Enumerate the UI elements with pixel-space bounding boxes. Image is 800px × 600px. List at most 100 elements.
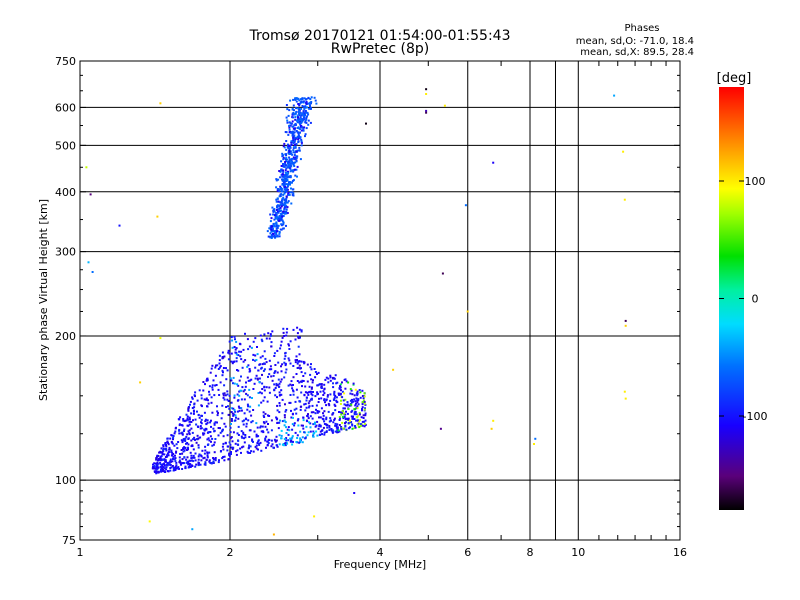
echo-point — [294, 98, 297, 101]
echo-point — [280, 212, 282, 215]
echo-point — [190, 421, 193, 423]
echo-point — [334, 395, 337, 397]
echo-point — [218, 459, 220, 462]
echo-point — [214, 366, 217, 369]
echo-point — [270, 341, 273, 344]
echo-point — [213, 441, 216, 444]
echo-point — [249, 369, 252, 372]
echo-point — [309, 422, 312, 425]
x-tick-label: 1 — [77, 546, 84, 559]
echo-point — [212, 379, 215, 382]
echo-point — [295, 407, 298, 410]
y-tick-label: 600 — [55, 101, 76, 114]
echo-point — [296, 114, 299, 117]
echo-point — [190, 457, 193, 460]
echo-point — [358, 420, 360, 423]
echo-point — [302, 100, 305, 103]
echo-point — [283, 178, 286, 181]
echo-point — [308, 421, 310, 424]
echo-point — [306, 434, 309, 437]
echo-point — [328, 404, 331, 407]
echo-point — [173, 468, 176, 471]
echo-point — [347, 381, 350, 384]
echo-point — [425, 111, 428, 114]
echo-point — [205, 379, 208, 382]
echo-point — [331, 431, 334, 434]
echo-point — [277, 224, 279, 227]
echo-point — [284, 162, 287, 165]
echo-point — [186, 442, 189, 444]
echo-point — [295, 143, 298, 146]
echo-point — [312, 435, 314, 438]
echo-point — [314, 425, 317, 428]
echo-point — [235, 450, 238, 453]
echo-point — [292, 376, 295, 379]
echo-point — [252, 358, 254, 361]
echo-point — [289, 122, 292, 125]
echo-point — [354, 388, 357, 391]
echo-point — [274, 364, 277, 366]
echo-point — [294, 118, 297, 121]
echo-point — [291, 120, 294, 123]
echo-point — [286, 172, 289, 174]
echo-point — [246, 365, 249, 368]
echo-point — [299, 380, 302, 383]
echo-point — [285, 211, 288, 213]
echo-point — [296, 434, 299, 437]
echo-point — [207, 402, 210, 405]
echo-point — [242, 348, 245, 351]
echo-point — [183, 456, 186, 459]
echo-point — [250, 421, 253, 424]
echo-point — [283, 416, 286, 419]
echo-point — [332, 382, 334, 385]
echo-point — [190, 439, 193, 442]
echo-point — [264, 412, 267, 415]
echo-point — [329, 393, 332, 396]
echo-point — [300, 141, 303, 144]
echo-point — [327, 381, 330, 384]
echo-point — [301, 441, 304, 444]
echo-point — [352, 400, 355, 403]
echo-point — [324, 401, 326, 404]
echo-point — [238, 350, 241, 353]
echo-point — [351, 398, 353, 401]
echo-point — [304, 121, 307, 124]
echo-point — [291, 134, 294, 136]
echo-point — [259, 334, 262, 337]
echo-point — [304, 133, 307, 136]
echo-point — [196, 399, 199, 402]
echo-point — [298, 381, 301, 384]
echo-point — [287, 439, 290, 442]
echo-point — [188, 464, 191, 467]
echo-point — [336, 426, 339, 429]
echo-point — [289, 146, 292, 149]
echo-point — [307, 413, 309, 416]
echo-point — [160, 469, 163, 472]
echo-point — [308, 107, 311, 110]
echo-point — [225, 378, 228, 381]
echo-point — [364, 419, 367, 422]
echo-point — [222, 394, 225, 397]
echo-point — [247, 419, 250, 422]
echo-point — [281, 175, 284, 178]
echo-point — [234, 414, 237, 417]
echo-point — [273, 210, 276, 213]
echo-point — [192, 448, 195, 451]
echo-point — [287, 183, 290, 186]
echo-point — [347, 408, 350, 410]
echo-point — [204, 418, 207, 421]
echo-point — [236, 369, 238, 371]
echo-point — [329, 376, 332, 379]
echo-point — [187, 407, 190, 410]
echo-point — [363, 395, 366, 398]
echo-point — [273, 218, 276, 221]
echo-point — [282, 178, 284, 181]
echo-point — [282, 169, 284, 172]
echo-point — [285, 201, 288, 204]
echo-point — [225, 406, 228, 408]
echo-point — [240, 350, 243, 353]
echo-point — [327, 377, 330, 380]
echo-point — [230, 336, 233, 339]
echo-point — [257, 448, 259, 451]
